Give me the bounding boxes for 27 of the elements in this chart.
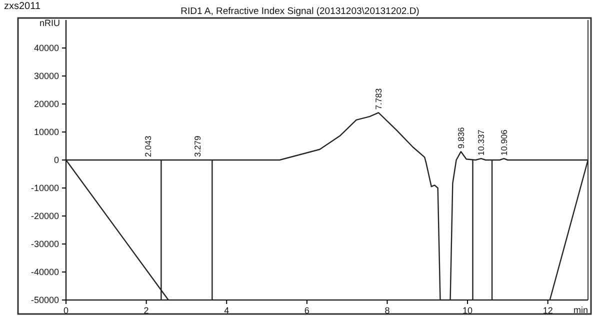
y-tick-label: -10000 — [30, 182, 59, 193]
y-tick-label: -50000 — [30, 294, 59, 305]
x-tick-label: 0 — [63, 305, 69, 316]
y-tick-label: 10000 — [34, 126, 59, 137]
chart-title: RID1 A, Refractive Index Signal (20131203\20131202.D) — [180, 6, 420, 17]
x-tick-label: 4 — [224, 305, 230, 316]
y-tick-label: -40000 — [30, 266, 59, 277]
annotation: 3.279 — [192, 135, 203, 157]
y-tick-label: 20000 — [34, 98, 59, 109]
y-tick-label: 30000 — [34, 70, 59, 81]
y-tick-label: 40000 — [34, 42, 59, 53]
text: zxs2011 — [4, 1, 41, 12]
annotation: 7.783 — [374, 88, 384, 110]
x-tick-label: 12 — [542, 305, 553, 316]
annotation: 9.836 — [456, 127, 466, 149]
x-tick-label: 8 — [384, 305, 390, 316]
x-tick-label: 2 — [144, 305, 149, 316]
x-tick-label: 10 — [462, 305, 473, 316]
x-tick-label: 6 — [304, 305, 310, 316]
annotation: 10.906 — [498, 129, 509, 156]
y-tick-label: 0 — [54, 154, 59, 165]
y-tick-label: -20000 — [30, 210, 59, 221]
annotation: 10.337 — [476, 129, 486, 156]
y-tick-label: -30000 — [30, 238, 59, 249]
y-axis-title: nRIU — [39, 18, 60, 28]
annotation: 2.043 — [143, 135, 154, 157]
x-axis-title: min — [573, 305, 588, 315]
